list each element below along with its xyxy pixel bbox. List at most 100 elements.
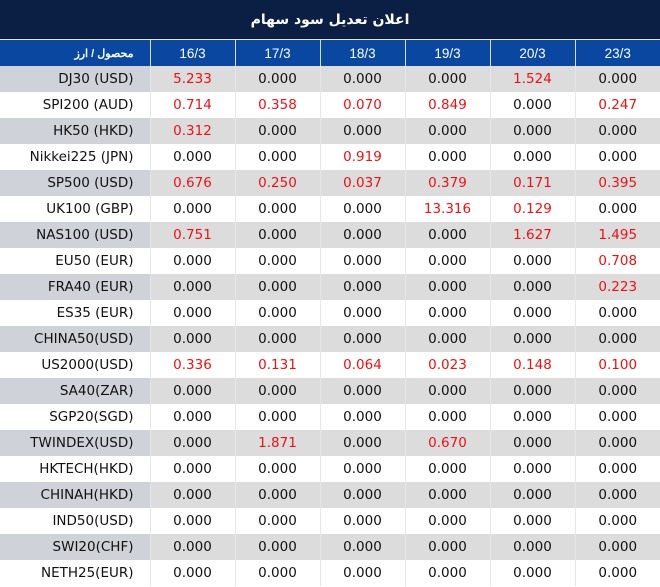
dividend-value: 0.000 <box>490 378 576 404</box>
column-header-date: 16/3 <box>150 40 236 66</box>
dividend-value: 0.000 <box>575 430 660 456</box>
product-name: IND50(USD) <box>0 508 151 534</box>
table-row: SPI200 (AUD) 0.714 0.358 0.070 0.849 0.000 0.2… <box>0 92 660 118</box>
dividend-value: 0.000 <box>235 482 321 508</box>
dividend-value: 0.223 <box>575 274 660 300</box>
column-header-date: 18/3 <box>320 40 406 66</box>
dividend-value: 0.000 <box>405 222 491 248</box>
dividend-value: 0.000 <box>320 118 406 144</box>
table-row: CHINA50(USD) 0.000 0.000 0.000 0.000 0.000 0.0… <box>0 326 660 352</box>
dividend-value: 0.000 <box>490 248 576 274</box>
dividend-value: 0.000 <box>320 534 406 560</box>
product-name: EU50 (EUR) <box>0 248 151 274</box>
product-name: HKTECH(HKD) <box>0 456 151 482</box>
table-header-row: محصول / ارز 16/3 17/3 18/3 19/3 20/3 23/… <box>0 40 660 66</box>
dividend-value: 0.000 <box>150 248 236 274</box>
product-name: DJ30 (USD) <box>0 66 151 92</box>
table-row: SGP20(SGD) 0.000 0.000 0.000 0.000 0.000 0.000 <box>0 404 660 430</box>
dividend-value: 0.000 <box>150 508 236 534</box>
dividend-value: 13.316 <box>405 196 491 222</box>
dividend-value: 0.000 <box>320 66 406 92</box>
dividend-table: محصول / ارز 16/3 17/3 18/3 19/3 20/3 23/… <box>0 40 660 586</box>
dividend-value: 0.714 <box>150 92 236 118</box>
dividend-value: 0.000 <box>150 378 236 404</box>
dividend-value: 0.000 <box>575 300 660 326</box>
column-header-date: 19/3 <box>405 40 491 66</box>
dividend-value: 0.000 <box>405 118 491 144</box>
dividend-value: 0.129 <box>490 196 576 222</box>
dividend-value: 0.000 <box>150 326 236 352</box>
dividend-value: 0.000 <box>235 274 321 300</box>
dividend-value: 0.000 <box>235 326 321 352</box>
dividend-value: 0.000 <box>490 404 576 430</box>
dividend-value: 0.000 <box>490 92 576 118</box>
product-name: Nikkei225 (JPN) <box>0 144 151 170</box>
column-header-date: 23/3 <box>575 40 660 66</box>
dividend-value: 0.000 <box>150 456 236 482</box>
dividend-value: 0.000 <box>235 534 321 560</box>
dividend-value: 0.000 <box>490 300 576 326</box>
product-name: CHINAH(HKD) <box>0 482 151 508</box>
table-row: FRA40 (EUR) 0.000 0.000 0.000 0.000 0.000 0.22… <box>0 274 660 300</box>
dividend-value: 0.000 <box>320 482 406 508</box>
dividend-value: 0.100 <box>575 352 660 378</box>
dividend-value: 0.000 <box>405 404 491 430</box>
dividend-value: 0.000 <box>150 274 236 300</box>
dividend-value: 0.000 <box>405 560 491 586</box>
dividend-value: 0.358 <box>235 92 321 118</box>
dividend-value: 0.247 <box>575 92 660 118</box>
table-row: HK50 (HKD) 0.312 0.000 0.000 0.000 0.000 0.000 <box>0 118 660 144</box>
dividend-value: 0.708 <box>575 248 660 274</box>
dividend-value: 0.000 <box>575 534 660 560</box>
dividend-value: 0.000 <box>575 196 660 222</box>
dividend-value: 0.000 <box>490 456 576 482</box>
product-name: ES35 (EUR) <box>0 300 151 326</box>
dividend-value: 0.000 <box>235 300 321 326</box>
dividend-value: 0.000 <box>320 378 406 404</box>
dividend-value: 0.000 <box>235 404 321 430</box>
dividend-value: 0.000 <box>150 144 236 170</box>
table-row: US2000(USD) 0.336 0.131 0.064 0.023 0.148 0.10… <box>0 352 660 378</box>
dividend-value: 0.000 <box>405 300 491 326</box>
dividend-value: 0.000 <box>405 534 491 560</box>
column-header-date: 20/3 <box>490 40 576 66</box>
dividend-value: 0.131 <box>235 352 321 378</box>
dividend-value: 0.000 <box>490 430 576 456</box>
dividend-value: 0.000 <box>320 430 406 456</box>
dividend-value: 0.000 <box>405 144 491 170</box>
table-row: HKTECH(HKD) 0.000 0.000 0.000 0.000 0.000 0.00… <box>0 456 660 482</box>
product-name: CHINA50(USD) <box>0 326 151 352</box>
dividend-value: 0.000 <box>575 144 660 170</box>
dividend-value: 0.000 <box>150 560 236 586</box>
product-name: NAS100 (USD) <box>0 222 151 248</box>
dividend-value: 0.000 <box>575 118 660 144</box>
dividend-value: 0.000 <box>575 482 660 508</box>
dividend-value: 0.000 <box>320 300 406 326</box>
dividend-value: 1.524 <box>490 66 576 92</box>
dividend-value: 0.000 <box>490 118 576 144</box>
dividend-value: 0.000 <box>405 66 491 92</box>
dividend-value: 0.395 <box>575 170 660 196</box>
dividend-value: 0.000 <box>490 144 576 170</box>
product-name: HK50 (HKD) <box>0 118 151 144</box>
dividend-value: 0.000 <box>490 534 576 560</box>
dividend-value: 0.000 <box>405 508 491 534</box>
dividend-value: 1.495 <box>575 222 660 248</box>
dividend-value: 0.000 <box>235 248 321 274</box>
dividend-value: 1.627 <box>490 222 576 248</box>
dividend-value: 0.676 <box>150 170 236 196</box>
dividend-value: 0.000 <box>235 222 321 248</box>
dividend-value: 0.064 <box>320 352 406 378</box>
dividend-value: 0.336 <box>150 352 236 378</box>
page-title: اعلان تعدیل سود سهام <box>0 0 660 40</box>
dividend-value: 0.000 <box>150 430 236 456</box>
column-header-date: 17/3 <box>235 40 321 66</box>
dividend-value: 0.037 <box>320 170 406 196</box>
dividend-value: 0.070 <box>320 92 406 118</box>
dividend-value: 0.000 <box>575 404 660 430</box>
dividend-value: 0.000 <box>320 456 406 482</box>
dividend-value: 0.171 <box>490 170 576 196</box>
product-name: SGP20(SGD) <box>0 404 151 430</box>
dividend-value: 0.000 <box>575 326 660 352</box>
dividend-value: 0.000 <box>490 274 576 300</box>
